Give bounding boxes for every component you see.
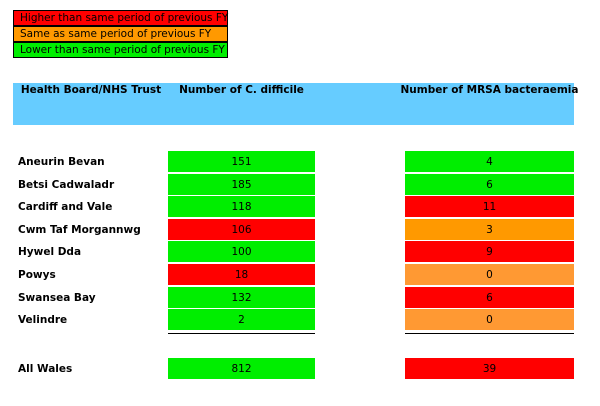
- row-name: Swansea Bay: [18, 291, 96, 304]
- mrsa-cell: 0: [405, 264, 574, 286]
- header-band: [13, 83, 574, 125]
- mrsa-cell: 39: [405, 358, 574, 380]
- c-difficile-cell: 106: [168, 218, 315, 241]
- row-name: All Wales: [18, 363, 73, 375]
- c-difficile-cell: 812: [168, 358, 315, 380]
- column-header: Health Board/NHS Trust: [20, 84, 162, 96]
- c-difficile-cell: 151: [168, 151, 315, 173]
- mrsa-cell: 3: [405, 218, 574, 241]
- c-difficile-cell: 132: [168, 286, 315, 309]
- row-name: Cardiff and Vale: [18, 201, 113, 214]
- c-difficile-cell: 2: [168, 309, 315, 332]
- mrsa-cell: 0: [405, 309, 574, 332]
- c-difficile-cell: 185: [168, 173, 315, 196]
- divider: [168, 333, 315, 334]
- row-name: Velindre: [18, 314, 68, 327]
- mrsa-cell: 11: [405, 196, 574, 219]
- row-name: Hywel Dda: [18, 246, 82, 259]
- divider: [405, 333, 574, 334]
- row-name: Powys: [18, 269, 56, 281]
- mrsa-cell: 4: [405, 151, 574, 173]
- row-name: Cwm Taf Morgannwg: [18, 223, 141, 236]
- legend-item: Lower than same period of previous FY: [13, 42, 228, 58]
- row-name: Aneurin Bevan: [18, 156, 105, 168]
- column-header: Number of C. difficile: [179, 84, 304, 96]
- column-header: Number of MRSA bacteraemia: [400, 84, 579, 96]
- c-difficile-cell: 100: [168, 241, 315, 264]
- legend-item: Higher than same period of previous FY: [13, 10, 228, 26]
- row-name: Betsi Cadwaladr: [18, 178, 115, 191]
- c-difficile-cell: 118: [168, 196, 315, 219]
- mrsa-cell: 6: [405, 173, 574, 196]
- mrsa-cell: 9: [405, 241, 574, 264]
- legend-item: Same as same period of previous FY: [13, 26, 228, 42]
- c-difficile-cell: 18: [168, 264, 315, 286]
- mrsa-cell: 6: [405, 286, 574, 309]
